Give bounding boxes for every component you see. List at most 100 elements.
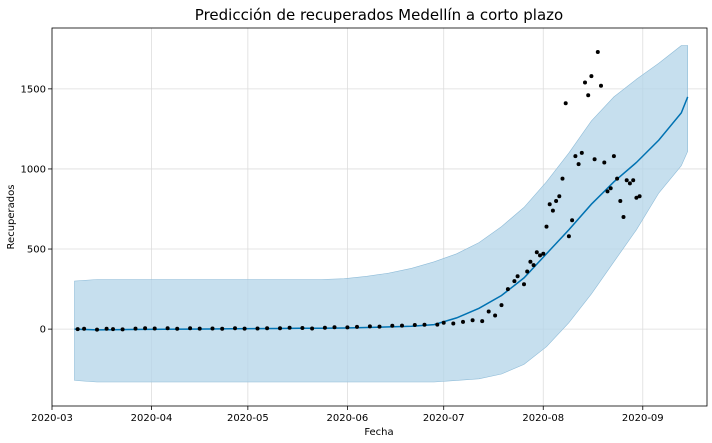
y-axis: 0 500 1000 1500: [21, 84, 52, 336]
observed-points: [75, 50, 642, 332]
observed-point: [95, 327, 99, 332]
observed-point: [188, 326, 193, 331]
observed-point: [104, 326, 109, 331]
observed-point: [82, 326, 87, 331]
observed-point: [210, 326, 215, 331]
observed-point: [242, 326, 247, 331]
observed-point: [602, 160, 607, 165]
x-axis-label: Fecha: [364, 427, 393, 438]
observed-point: [615, 176, 620, 181]
observed-point: [634, 195, 639, 200]
observed-point: [322, 325, 327, 330]
observed-point: [595, 50, 600, 54]
observed-point: [573, 154, 578, 159]
observed-point: [165, 326, 170, 331]
x-tick-label: 2020-07: [423, 413, 465, 424]
observed-point: [480, 319, 485, 324]
observed-point: [220, 326, 225, 331]
observed-point: [120, 327, 125, 332]
observed-point: [592, 157, 597, 162]
observed-point: [377, 324, 382, 329]
observed-point: [534, 250, 539, 255]
observed-point: [152, 326, 157, 331]
observed-point: [557, 194, 562, 199]
observed-point: [541, 251, 546, 256]
observed-point: [586, 93, 591, 98]
observed-point: [345, 325, 350, 330]
observed-point: [233, 326, 237, 331]
observed-point: [111, 327, 115, 332]
observed-point: [550, 208, 555, 213]
y-tick-label: 1500: [21, 84, 46, 95]
observed-point: [175, 326, 180, 331]
observed-point: [133, 326, 138, 331]
observed-point: [637, 194, 642, 199]
observed-point: [278, 326, 282, 331]
observed-point: [576, 162, 581, 167]
observed-point: [627, 181, 632, 186]
observed-point: [332, 325, 337, 330]
forecast-line: [74, 96, 689, 331]
observed-point: [554, 199, 559, 203]
observed-point: [355, 324, 359, 329]
observed-point: [422, 322, 427, 327]
observed-point: [611, 154, 616, 159]
plot-area: [51, 27, 708, 407]
observed-point: [528, 259, 533, 264]
x-tick-label: 2020-05: [227, 413, 269, 424]
observed-point: [310, 326, 315, 331]
observed-point: [531, 263, 536, 268]
observed-point: [470, 318, 475, 323]
observed-point: [608, 186, 613, 191]
y-tick-label: 1000: [21, 164, 46, 175]
observed-point: [583, 80, 587, 85]
observed-point: [493, 313, 498, 318]
observed-point: [512, 279, 517, 284]
observed-point: [525, 269, 530, 274]
forecast-path: [74, 96, 689, 331]
observed-point: [441, 320, 446, 325]
observed-point: [367, 324, 372, 329]
observed-point: [505, 287, 510, 292]
observed-point: [631, 178, 636, 183]
interval-band: [74, 45, 688, 383]
observed-point: [538, 253, 542, 258]
observed-point: [515, 274, 520, 279]
plot-border: [51, 27, 708, 407]
observed-point: [300, 326, 305, 330]
observed-point: [255, 326, 260, 331]
observed-point: [461, 319, 465, 324]
observed-point: [412, 323, 417, 327]
x-tick-label: 2020-09: [622, 413, 664, 424]
x-axis: 2020-03 2020-04 2020-05 2020-06 2020-07 2020-…: [31, 406, 664, 424]
observed-point: [605, 189, 610, 194]
observed-point: [486, 309, 491, 314]
observed-point: [265, 326, 270, 331]
x-tick-label: 2020-03: [31, 413, 73, 424]
observed-point: [560, 176, 565, 181]
observed-point: [143, 326, 148, 331]
observed-point: [589, 74, 594, 79]
observed-point: [599, 83, 603, 88]
observed-point: [522, 282, 526, 287]
observed-point: [621, 215, 626, 219]
observed-point: [566, 234, 571, 239]
x-tick-label: 2020-04: [131, 413, 173, 424]
x-tick-label: 2020-08: [522, 413, 564, 424]
observed-point: [624, 178, 629, 183]
observed-point: [390, 323, 395, 328]
observed-point: [570, 218, 575, 223]
observed-point: [579, 150, 584, 155]
observed-point: [499, 303, 504, 308]
y-tick-label: 0: [40, 325, 46, 336]
y-tick-label: 500: [27, 245, 46, 256]
observed-point: [197, 326, 202, 331]
observed-point: [435, 322, 440, 327]
observed-point: [451, 321, 456, 326]
observed-point: [75, 327, 80, 332]
uncertainty-interval: [74, 45, 688, 383]
chart-title: Predicción de recuperados Medellín a cor…: [195, 6, 563, 24]
observed-point: [400, 323, 404, 328]
observed-point: [287, 325, 292, 330]
